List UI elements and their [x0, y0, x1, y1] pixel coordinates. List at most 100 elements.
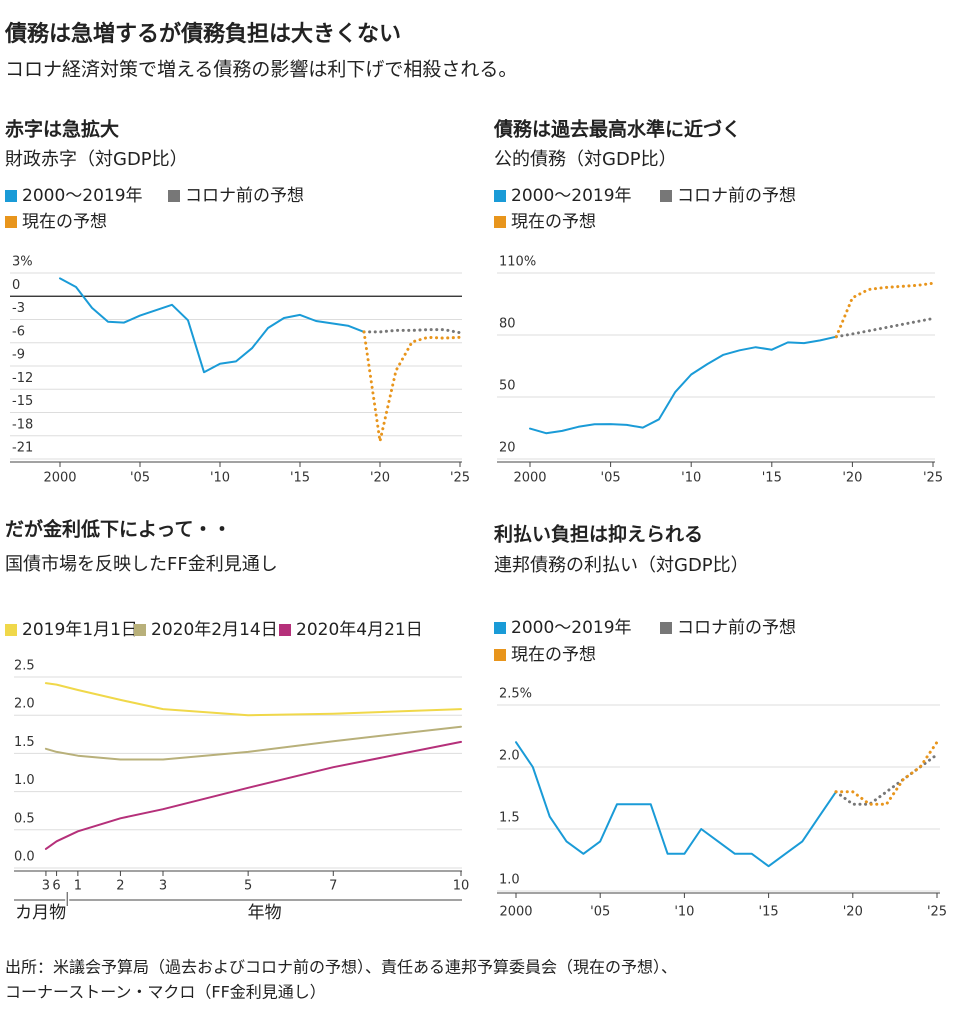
- series-line: [834, 317, 935, 339]
- legend-label: 現在の予想: [511, 212, 596, 232]
- y-tick-label: 0.0: [14, 850, 35, 865]
- legend-swatch: [5, 190, 17, 202]
- y-tick-label: -9: [12, 348, 25, 363]
- y-tick-label: 2.0: [14, 697, 35, 712]
- y-tick-label: 80: [499, 317, 516, 332]
- x-tick-label: '05: [590, 905, 610, 920]
- x-tick-label: 3: [159, 879, 167, 894]
- source: 出所：米議会予算局（過去およびコロナ前の予想）、責任ある連邦予算委員会（現在の予…: [5, 958, 677, 977]
- x-tick-label: '25: [923, 471, 943, 486]
- legend-swatch: [134, 624, 146, 636]
- series-line: [529, 335, 838, 435]
- legend-label: 2000〜2019年: [511, 186, 632, 206]
- y-tick-label: 0: [12, 278, 20, 293]
- x-tick-label: 2000: [499, 905, 532, 920]
- legend-label: 2020年2月14日: [151, 620, 278, 640]
- x-tick-label: 2: [116, 879, 124, 894]
- x-tick-label: 5: [244, 879, 252, 894]
- x-tick-label: '10: [210, 471, 230, 486]
- series-line: [834, 740, 939, 806]
- x-tick-label: '20: [843, 905, 863, 920]
- legend-label: コロナ前の予想: [677, 618, 796, 638]
- chart-title: 利払い負担は抑えられる: [494, 523, 703, 546]
- x-tick-label: '05: [130, 471, 150, 486]
- legend-label: 現在の予想: [22, 212, 107, 232]
- x-tick-label: 1: [74, 879, 82, 894]
- series-line: [44, 740, 462, 850]
- x-tick-label: 10: [453, 879, 470, 894]
- y-tick-label: -12: [12, 371, 33, 386]
- series-line: [362, 330, 462, 443]
- y-tick-label: 2.0: [499, 749, 520, 764]
- legend-swatch: [494, 190, 506, 202]
- chart-subtitle: 連邦債務の利払い（対GDP比）: [494, 555, 749, 576]
- legend-label: 2000〜2019年: [511, 618, 632, 638]
- page-subtitle: コロナ経済対策で増える債務の影響は利下げで相殺される。: [5, 59, 517, 81]
- y-tick-label: 1.0: [14, 773, 35, 788]
- y-tick-label: 2.5: [14, 659, 35, 674]
- x-tick-label: '10: [674, 905, 694, 920]
- series-line: [44, 682, 462, 717]
- x-tick-label: 2000: [43, 471, 76, 486]
- x-tick-label: '05: [601, 471, 621, 486]
- y-tick-label: 1.0: [499, 873, 520, 888]
- series-line: [834, 281, 935, 339]
- y-tick-label: -3: [12, 301, 25, 316]
- y-tick-label: -18: [12, 417, 33, 432]
- x-group-label: 年物: [248, 903, 282, 923]
- series-line: [515, 741, 837, 868]
- legend-swatch: [660, 622, 672, 634]
- x-tick-label: '10: [681, 471, 701, 486]
- x-tick-label: 3: [42, 879, 50, 894]
- series-line: [44, 725, 462, 761]
- legend-swatch: [5, 624, 17, 636]
- chart-title: 債務は過去最高水準に近づく: [493, 118, 741, 141]
- y-tick-label: 3%: [12, 255, 33, 270]
- x-tick-label: 2000: [513, 471, 546, 486]
- legend-swatch: [494, 649, 506, 661]
- x-tick-label: '20: [842, 471, 862, 486]
- legend-swatch: [494, 622, 506, 634]
- source: コーナーストーン・マクロ（FF金利見通し）: [5, 983, 326, 1002]
- y-tick-label: 0.5: [14, 811, 35, 826]
- legend-label: 2020年4月21日: [296, 620, 423, 640]
- x-tick-label: '25: [450, 471, 470, 486]
- x-group-label: カ月物: [15, 903, 66, 923]
- chart-title: 赤字は急拡大: [5, 118, 119, 141]
- legend-label: コロナ前の予想: [677, 186, 796, 206]
- x-tick-label: '20: [370, 471, 390, 486]
- y-tick-label: -6: [12, 324, 25, 339]
- x-tick-label: 6: [52, 879, 60, 894]
- legend-swatch: [5, 216, 17, 228]
- legend-label: コロナ前の予想: [185, 186, 304, 206]
- chart-subtitle: 国債市場を反映したFF金利見通し: [5, 554, 278, 575]
- series-line: [362, 328, 462, 335]
- legend-swatch: [168, 190, 180, 202]
- legend-swatch: [279, 624, 291, 636]
- x-tick-label: '15: [759, 905, 779, 920]
- chart-title: だが金利低下によって・・: [5, 518, 231, 541]
- y-tick-label: 20: [499, 441, 516, 456]
- y-tick-label: 1.5: [14, 735, 35, 750]
- x-tick-label: '25: [927, 905, 947, 920]
- chart-subtitle: 公的債務（対GDP比）: [494, 149, 677, 170]
- y-tick-label: 1.5: [499, 811, 520, 826]
- series-line: [59, 277, 365, 374]
- legend-label: 2000〜2019年: [22, 186, 143, 206]
- x-tick-label: 7: [329, 879, 337, 894]
- chart-subtitle: 財政赤字（対GDP比）: [5, 149, 188, 170]
- y-tick-label: 50: [499, 379, 516, 394]
- y-tick-label: -21: [12, 441, 33, 456]
- series-line: [834, 753, 939, 806]
- y-tick-label: -15: [12, 394, 33, 409]
- y-tick-label: 110%: [499, 255, 536, 270]
- x-tick-label: '15: [762, 471, 782, 486]
- x-tick-label: '15: [290, 471, 310, 486]
- legend-swatch: [494, 216, 506, 228]
- page-title: 債務は急増するが債務負担は大きくない: [4, 21, 401, 47]
- legend-swatch: [660, 190, 672, 202]
- legend-label: 2019年1月1日: [22, 620, 138, 640]
- legend-label: 現在の予想: [511, 645, 596, 665]
- y-tick-label: 2.5%: [499, 687, 532, 702]
